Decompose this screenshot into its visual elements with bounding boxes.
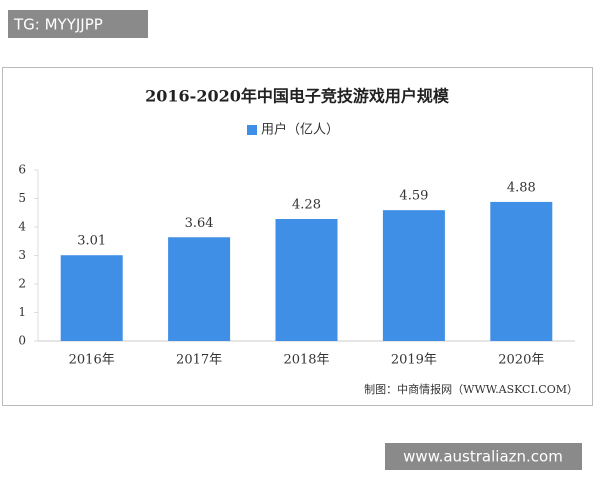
y-tick-label: 1 [18,305,26,319]
data-label: 3.01 [77,234,106,249]
tag-text: TG: MYYJJPP [13,16,103,34]
data-label: 4.88 [507,180,536,195]
bar [382,210,445,341]
x-tick-label: 2017年 [176,353,222,368]
y-tick-label: 3 [18,248,26,262]
y-tick-label: 5 [18,191,26,205]
x-tick-label: 2019年 [391,353,437,368]
chart-title: 2016-2020年中国电子竞技游戏用户规模 [145,87,450,106]
y-tick-label: 0 [18,334,26,348]
x-tick-label: 2018年 [283,353,329,368]
y-tick-label: 4 [18,220,26,234]
bar [490,201,553,341]
bar [168,237,231,341]
data-label: 4.59 [399,189,428,204]
legend-label: 用户（亿人） [261,122,339,138]
source-note: 制图：中商情报网（WWW.ASKCI.COM） [364,382,578,396]
x-tick-label: 2020年 [498,353,544,368]
y-tick-label: 2 [18,277,26,291]
data-label: 3.64 [185,216,214,231]
x-tick-label: 2016年 [69,353,115,368]
url-text: www.australiazn.com [403,448,563,466]
bar [275,219,338,341]
bar [60,255,123,341]
y-tick-label: 6 [18,163,26,177]
data-label: 4.28 [292,198,321,213]
legend-swatch [247,125,257,135]
url-box [385,443,582,470]
tag-box [8,10,148,38]
